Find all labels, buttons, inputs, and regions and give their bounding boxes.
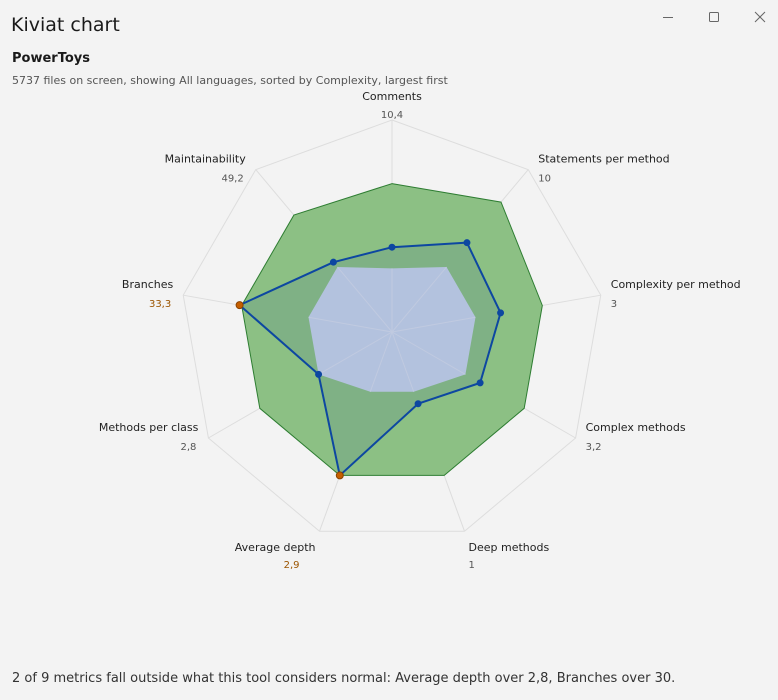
inner-spoke: [337, 266, 393, 333]
inner-spoke: [369, 331, 393, 392]
flagged-value-label: 2,9: [284, 560, 300, 571]
value-point: [463, 239, 471, 247]
value-point: [414, 400, 422, 408]
value-point: [315, 370, 323, 378]
flagged-value-point: [235, 301, 244, 310]
grid-ring: [182, 119, 602, 532]
axis-value-label: 2,8: [180, 442, 196, 453]
close-icon: [754, 11, 766, 23]
axis-label: Complexity per method: [611, 278, 741, 291]
kiviat-chart: Comments 10,4 Statements per method 10 Compl…: [99, 90, 741, 571]
axis-value-label: 10: [538, 174, 551, 185]
metrics-status-note: 2 of 9 metrics fall outside what this to…: [12, 671, 676, 686]
inner-spoke: [391, 331, 415, 392]
inner-spoke: [391, 266, 447, 333]
axis-label: Maintainability: [165, 153, 247, 166]
project-name: PowerToys: [12, 51, 90, 66]
minimize-icon: [663, 17, 673, 18]
value-point: [388, 243, 396, 251]
axis-label: Comments: [362, 90, 422, 103]
axis-label: Deep methods: [469, 541, 550, 554]
inner-spoke: [308, 316, 393, 333]
inner-spoke: [391, 316, 476, 333]
axis-value-label: 49,2: [221, 174, 243, 185]
minimize-button[interactable]: [646, 4, 690, 30]
axis-value-label: 3: [611, 299, 617, 310]
title-bar: Kiviat chart: [0, 0, 778, 44]
files-summary: 5737 files on screen, showing All langua…: [12, 74, 448, 87]
axis-value-label: 3,2: [586, 442, 602, 453]
axis-label: Average depth: [235, 541, 316, 554]
close-button[interactable]: [738, 4, 778, 30]
axis-label: Branches: [122, 278, 174, 291]
axis-label: Statements per method: [538, 153, 669, 166]
flagged-value-point: [335, 471, 344, 480]
maximize-icon: [709, 12, 719, 22]
maximize-button[interactable]: [692, 4, 736, 30]
inner-spoke: [391, 331, 466, 375]
inner-spoke: [318, 331, 393, 375]
value-point: [329, 258, 337, 266]
value-series-line: [238, 241, 502, 477]
value-point: [476, 379, 484, 387]
window-title: Kiviat chart: [11, 14, 120, 36]
axis-label: Methods per class: [99, 421, 199, 434]
axis-value-label: 10,4: [381, 110, 403, 121]
value-point: [497, 309, 505, 317]
axis-value-label: 1: [469, 560, 475, 571]
axis-label: Complex methods: [586, 421, 686, 434]
flagged-value-label: 33,3: [149, 299, 171, 310]
